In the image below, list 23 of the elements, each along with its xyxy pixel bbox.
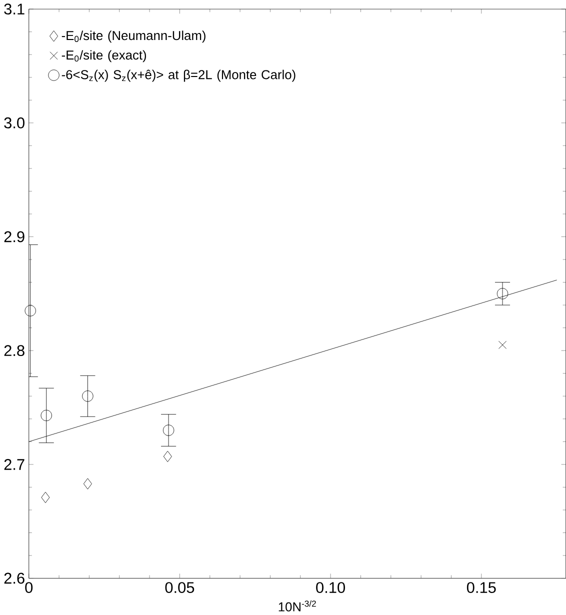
point: [40, 410, 52, 422]
x-tick-label: 0.10: [316, 582, 345, 594]
y-tick-label: 2.6: [4, 572, 24, 584]
legend-label: -6<S$_{z}$(x) S$_{z}$(x+ê)> at β=2L (Monte Carlo): [62, 70, 296, 82]
y-tick-label: 2.8: [4, 345, 24, 356]
point: [24, 305, 36, 316]
point: [162, 424, 174, 436]
y-tick-label: 2.9: [4, 231, 24, 242]
x-tick-label: 0: [25, 582, 33, 594]
point: [496, 288, 508, 300]
legend-label: -E$_{0}$/site (Neumann-Ulam): [62, 30, 206, 43]
y-tick-label: 2.7: [4, 459, 24, 470]
point: [83, 478, 92, 490]
x-tick-label: 0.05: [165, 582, 194, 594]
x-tick-label: 0.15: [466, 582, 496, 594]
y-tick-label: 3.0: [4, 117, 24, 128]
x-axis-title: 10N$^{-3/2}$: [278, 600, 316, 612]
y-tick-label: 3.1: [4, 4, 24, 15]
point: [82, 390, 94, 402]
point: [163, 450, 172, 462]
point: [41, 492, 50, 504]
point: [498, 340, 506, 349]
legend-label: -E$_{0}$/site (exact): [62, 50, 146, 62]
